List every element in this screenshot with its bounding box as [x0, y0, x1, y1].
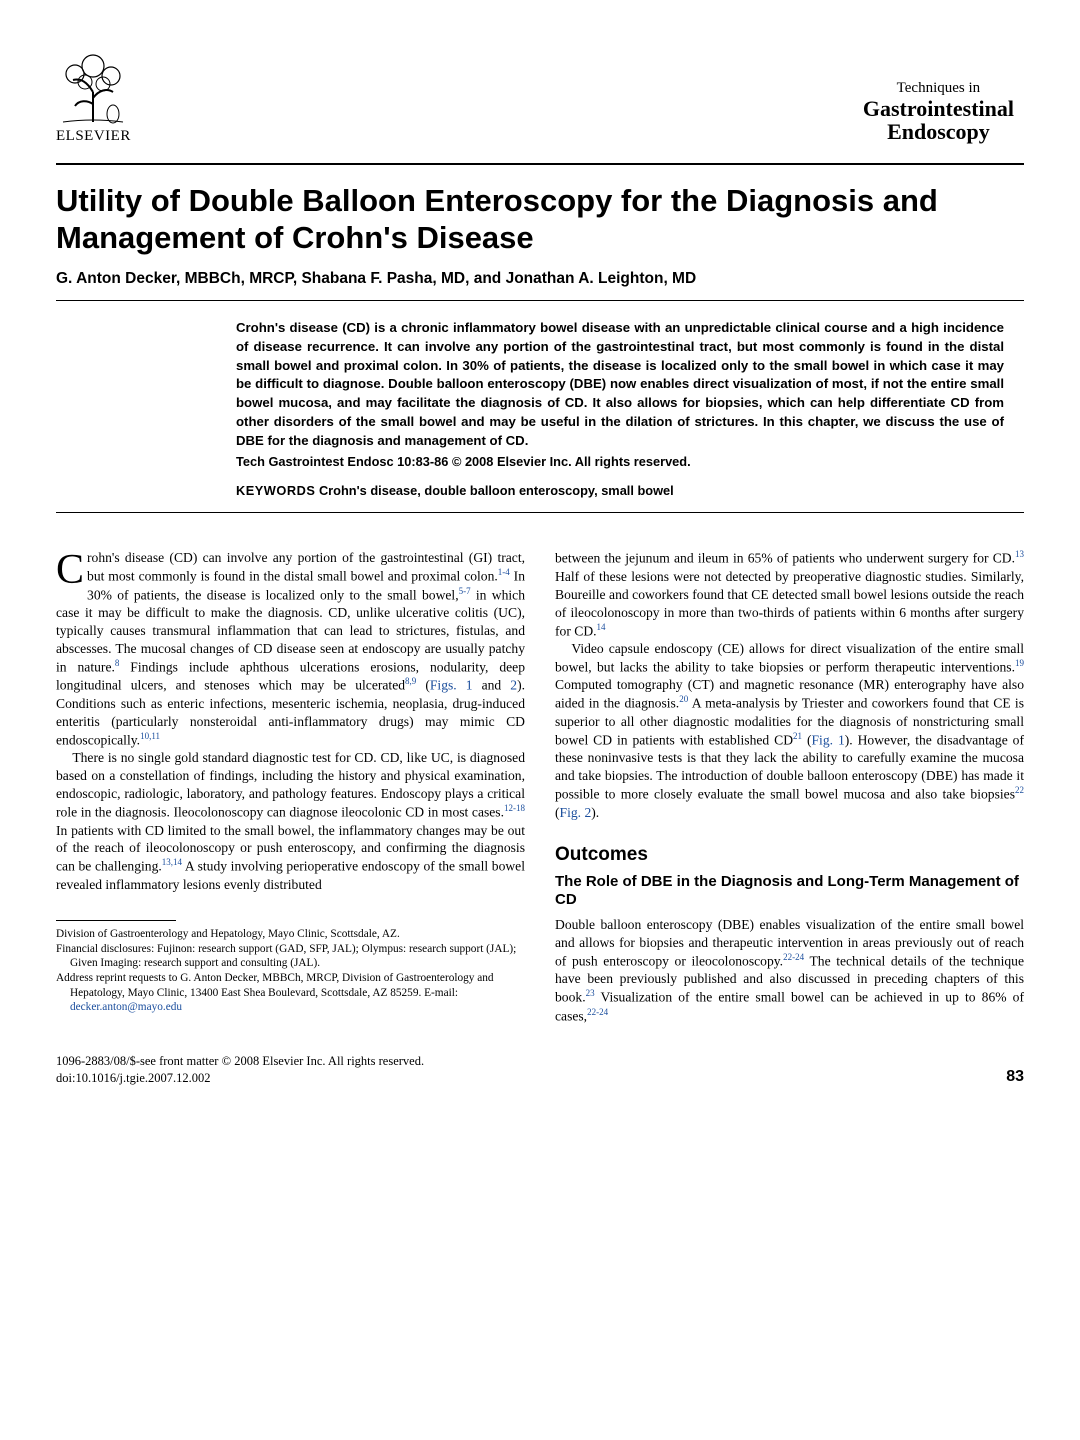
affiliation-divider	[56, 920, 176, 921]
keywords-label: KEYWORDS	[236, 483, 315, 498]
publisher-logo: ELSEVIER	[56, 48, 131, 145]
figure-link[interactable]: Fig. 2	[560, 805, 592, 820]
body-columns: Crohn's disease (CD) can involve any por…	[56, 549, 1024, 1025]
body-paragraph: Video capsule endoscopy (CE) allows for …	[555, 640, 1024, 822]
divider	[56, 512, 1024, 513]
ref-superscript[interactable]: 23	[586, 988, 595, 998]
section-subheading: The Role of DBE in the Diagnosis and Lon…	[555, 873, 1024, 911]
copyright-line: 1096-2883/08/$-see front matter © 2008 E…	[56, 1053, 424, 1069]
elsevier-tree-icon	[57, 48, 129, 126]
footer-left: 1096-2883/08/$-see front matter © 2008 E…	[56, 1053, 424, 1086]
citation-line: Tech Gastrointest Endosc 10:83-86 © 2008…	[236, 454, 1004, 469]
ref-superscript[interactable]: 20	[679, 694, 688, 704]
body-paragraph: between the jejunum and ileum in 65% of …	[555, 549, 1024, 640]
header: ELSEVIER Techniques in Gastrointestinal …	[56, 48, 1024, 145]
reprint-address: Address reprint requests to G. Anton Dec…	[56, 971, 525, 1015]
ref-superscript[interactable]: 13,14	[162, 857, 182, 867]
keywords: KEYWORDS Crohn's disease, double balloon…	[236, 483, 1004, 498]
ref-superscript[interactable]: 19	[1015, 658, 1024, 668]
publisher-name: ELSEVIER	[56, 128, 131, 145]
footer: 1096-2883/08/$-see front matter © 2008 E…	[56, 1053, 1024, 1086]
figure-link[interactable]: Fig. 1	[811, 732, 844, 747]
keywords-text: Crohn's disease, double balloon enterosc…	[319, 483, 674, 498]
ref-superscript[interactable]: 22-24	[783, 952, 804, 962]
ref-superscript[interactable]: 10,11	[140, 731, 160, 741]
body-paragraph: Crohn's disease (CD) can involve any por…	[56, 549, 525, 749]
body-paragraph: There is no single gold standard diagnos…	[56, 749, 525, 894]
ref-superscript[interactable]: 8,9	[405, 676, 416, 686]
left-column: Crohn's disease (CD) can involve any por…	[56, 549, 525, 1025]
abstract-block: Crohn's disease (CD) is a chronic inflam…	[56, 319, 1024, 498]
ref-superscript[interactable]: 13	[1015, 549, 1024, 559]
figure-link[interactable]: Figs. 1	[430, 678, 473, 693]
email-link[interactable]: decker.anton@mayo.edu	[70, 1001, 182, 1013]
journal-line-1: Techniques in	[863, 80, 1014, 97]
ref-superscript[interactable]: 22	[1015, 785, 1024, 795]
body-paragraph: Double balloon enteroscopy (DBE) enables…	[555, 916, 1024, 1025]
divider	[56, 163, 1024, 165]
abstract-text: Crohn's disease (CD) is a chronic inflam…	[236, 319, 1004, 450]
doi-line: doi:10.1016/j.tgie.2007.12.002	[56, 1070, 424, 1086]
ref-superscript[interactable]: 5-7	[459, 586, 471, 596]
ref-superscript[interactable]: 1-4	[498, 567, 510, 577]
ref-superscript[interactable]: 22-24	[587, 1007, 608, 1017]
section-heading-outcomes: Outcomes	[555, 842, 1024, 867]
disclosure-line: Financial disclosures: Fujinon: research…	[56, 942, 525, 971]
ref-superscript[interactable]: 21	[793, 731, 802, 741]
ref-superscript[interactable]: 14	[597, 622, 606, 632]
journal-line-2: Gastrointestinal	[863, 97, 1014, 120]
article-title: Utility of Double Balloon Enteroscopy fo…	[56, 183, 1024, 256]
journal-line-3: Endoscopy	[863, 120, 1014, 143]
dropcap: C	[56, 549, 87, 587]
authors: G. Anton Decker, MBBCh, MRCP, Shabana F.…	[56, 270, 1024, 288]
journal-title-box: Techniques in Gastrointestinal Endoscopy	[853, 78, 1024, 145]
affiliation-line: Division of Gastroenterology and Hepatol…	[56, 927, 525, 942]
right-column: between the jejunum and ileum in 65% of …	[555, 549, 1024, 1025]
ref-superscript[interactable]: 12-18	[504, 803, 525, 813]
divider	[56, 300, 1024, 301]
page-number: 83	[1006, 1068, 1024, 1086]
page-container: ELSEVIER Techniques in Gastrointestinal …	[0, 0, 1080, 1126]
affiliation-block: Division of Gastroenterology and Hepatol…	[56, 927, 525, 1015]
